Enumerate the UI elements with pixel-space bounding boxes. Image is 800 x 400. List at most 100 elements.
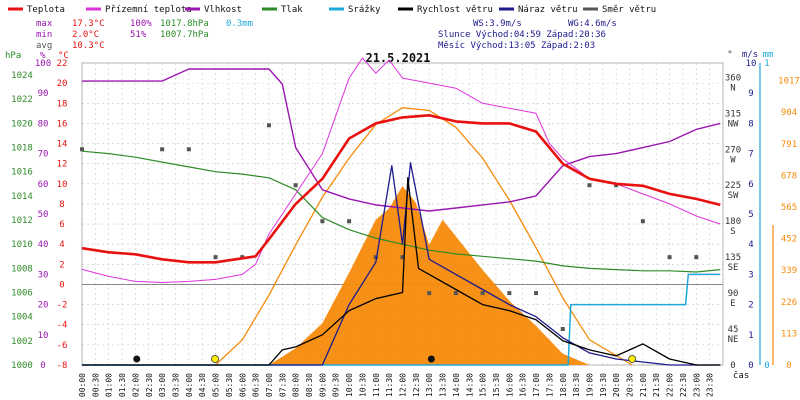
x-tick-label: 09:00 (318, 373, 327, 397)
hpa-tick-label: 1004 (11, 313, 33, 323)
sun-set-marker (628, 355, 637, 363)
hpa-tick-label: 1016 (11, 168, 33, 178)
x-tick-label: 20:00 (612, 373, 621, 397)
hpa-tick-label: 1014 (11, 192, 33, 202)
x-tick-label: 08:30 (305, 373, 314, 397)
wm2-tick-label: 226 (781, 298, 797, 308)
x-tick-label: 03:00 (158, 373, 167, 397)
plot-area (80, 57, 721, 366)
wind-direction-point (80, 147, 84, 152)
x-tick-label: 00:30 (91, 373, 100, 397)
series-wind-speed-line (82, 177, 721, 366)
pct-tick-label: 10 (38, 331, 49, 341)
wind-direction-point (160, 147, 165, 152)
wm2-tick-label: 678 (781, 171, 797, 181)
x-tick-label: 07:30 (278, 373, 287, 397)
x-tick-label: 18:00 (559, 373, 568, 397)
ms-axis-label: m/s (742, 50, 758, 60)
x-tick-label: 22:00 (666, 373, 675, 397)
hpa-tick-label: 1000 (11, 361, 33, 371)
direction-name-label: NW (728, 119, 739, 129)
ms-tick-label: 5 (748, 210, 753, 220)
axes: hPa% °C1024102210201018101610141012101010… (5, 50, 800, 397)
stats-block: max 17.3°C 100% 1017.8hPa 0.3mm min 2.0°… (36, 19, 617, 51)
x-tick-label: 03:30 (171, 373, 180, 397)
x-tick-label: 21:30 (652, 373, 661, 397)
legend-label: Tlak (281, 5, 303, 15)
x-tick-label: 07:00 (265, 373, 274, 397)
direction-tick-label: 90 (728, 289, 739, 299)
direction-name-label: SW (728, 191, 739, 201)
hpa-tick-label: 1008 (11, 264, 33, 274)
ms-tick-label: 7 (748, 150, 753, 160)
celsius-tick-label: 16 (57, 119, 68, 129)
x-tick-label: 15:30 (492, 373, 501, 397)
legend-label: Rychlost větru (417, 5, 493, 15)
x-tick-label: 23:30 (706, 373, 715, 397)
wm2-tick-label: 0 (786, 361, 791, 371)
celsius-tick-label: 22 (57, 59, 68, 69)
legend-label: Směr větru (602, 5, 656, 15)
x-tick-label: 08:00 (292, 373, 301, 397)
pct-tick-label: 100 (35, 59, 51, 69)
x-tick-label: 14:00 (452, 373, 461, 397)
x-tick-label: 14:30 (465, 373, 474, 397)
celsius-tick-label: 18 (57, 99, 68, 109)
pct-tick-label: 20 (38, 301, 49, 311)
wind-direction-point (186, 147, 191, 152)
wind-direction-point (293, 183, 298, 188)
stat-max-precip: 0.3mm (226, 19, 253, 29)
x-tick-label: 02:00 (131, 373, 140, 397)
ms-tick-label: 0 (748, 361, 753, 371)
series-precip-line (82, 273, 721, 366)
direction-name-label: S (730, 227, 735, 237)
x-tick-label: 18:30 (572, 373, 581, 397)
x-tick-label: 05:30 (225, 373, 234, 397)
mm-tick-label: 0 (764, 361, 769, 371)
ms-tick-label: 4 (748, 240, 753, 250)
x-tick-label: 11:00 (372, 373, 381, 397)
stat-ws: WS:3.9m/s (473, 19, 522, 29)
ms-tick-label: 9 (748, 89, 753, 99)
wind-direction-point (266, 123, 271, 128)
stat-avg-label: avg (36, 41, 52, 51)
direction-tick-label: 225 (725, 181, 741, 191)
direction-name-label: SE (728, 263, 739, 273)
celsius-axis-label: °C (58, 51, 69, 61)
stat-max-press: 1017.8hPa (160, 19, 209, 29)
x-tick-label: 22:30 (679, 373, 688, 397)
direction-tick-label: 360 (725, 73, 741, 83)
hpa-tick-label: 1006 (11, 289, 33, 299)
x-tick-label: 17:30 (545, 373, 554, 397)
celsius-tick-label: -8 (57, 361, 68, 371)
x-tick-label: 11:30 (385, 373, 394, 397)
stat-min-label: min (36, 30, 52, 40)
celsius-tick-label: 2 (59, 260, 64, 270)
stat-max-temp: 17.3°C (72, 19, 105, 29)
ms-tick-label: 10 (746, 59, 757, 69)
x-tick-label: 16:00 (505, 373, 514, 397)
x-tick-label: 06:00 (238, 373, 247, 397)
wind-direction-point (453, 291, 458, 296)
stat-min-press: 1007.7hPa (160, 30, 209, 40)
x-tick-label: 01:00 (105, 373, 114, 397)
x-tick-label: 10:00 (345, 373, 354, 397)
series-humidity-line (82, 68, 721, 212)
ms-tick-label: 2 (748, 301, 753, 311)
ms-tick-label: 3 (748, 270, 753, 280)
wind-direction-point (400, 255, 405, 260)
pct-axis-label: % (40, 51, 46, 61)
celsius-tick-label: 6 (59, 220, 64, 230)
stat-max-label: max (36, 19, 53, 29)
legend-label: Srážky (348, 5, 381, 15)
x-tick-label: 16:30 (519, 373, 528, 397)
sun-rise-marker (211, 355, 219, 363)
x-tick-label: 13:30 (439, 373, 448, 397)
legend-label: Teplota (27, 5, 65, 15)
hpa-tick-label: 1010 (11, 240, 33, 250)
direction-axis-label: ° (727, 50, 732, 60)
chart-title: 21.5.2021 (365, 51, 430, 65)
wind-direction-point (534, 291, 539, 296)
direction-tick-label: 45 (728, 325, 739, 335)
hpa-tick-label: 1020 (11, 119, 33, 129)
